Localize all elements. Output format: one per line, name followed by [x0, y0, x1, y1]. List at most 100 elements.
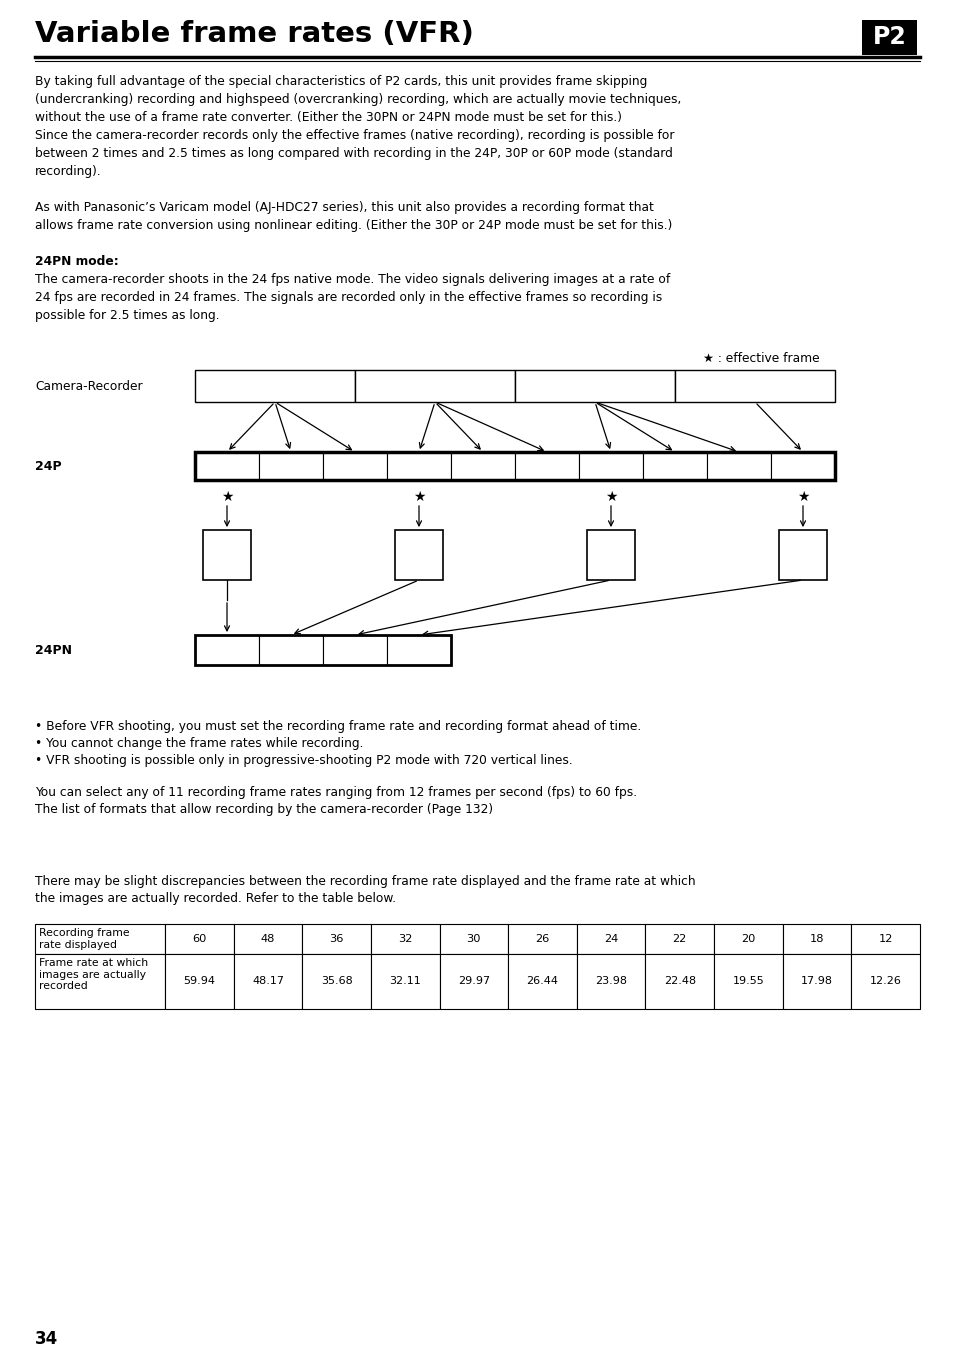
- Bar: [323, 635, 387, 665]
- Bar: [645, 955, 714, 1009]
- Bar: [781, 923, 850, 955]
- Text: 30: 30: [466, 934, 480, 944]
- Bar: [387, 452, 451, 481]
- Bar: [439, 955, 508, 1009]
- Text: 24: 24: [603, 934, 618, 944]
- Text: Camera-Recorder: Camera-Recorder: [35, 379, 143, 393]
- Bar: [258, 635, 323, 665]
- Text: 60: 60: [192, 934, 206, 944]
- Text: Recording frame
rate displayed: Recording frame rate displayed: [39, 927, 130, 949]
- Bar: [302, 955, 371, 1009]
- Bar: [781, 955, 850, 1009]
- Text: ★: ★: [413, 490, 425, 504]
- Text: 36: 36: [329, 934, 343, 944]
- Bar: [586, 529, 635, 580]
- Text: 12: 12: [878, 934, 892, 944]
- Text: 35.68: 35.68: [320, 976, 352, 987]
- Text: 19.55: 19.55: [732, 976, 763, 987]
- Bar: [233, 923, 302, 955]
- Text: without the use of a frame rate converter. (Either the 30PN or 24PN mode must be: without the use of a frame rate converte…: [35, 111, 621, 125]
- Text: ★ : effective frame: ★ : effective frame: [702, 352, 820, 366]
- Text: 24PN mode:: 24PN mode:: [35, 255, 118, 268]
- Text: 24PN: 24PN: [35, 643, 71, 657]
- Bar: [258, 452, 323, 481]
- Text: 12.26: 12.26: [869, 976, 901, 987]
- Bar: [35, 923, 165, 955]
- Bar: [439, 923, 508, 955]
- Text: ★: ★: [604, 490, 617, 504]
- Text: • You cannot change the frame rates while recording.: • You cannot change the frame rates whil…: [35, 737, 363, 750]
- Text: 20: 20: [740, 934, 755, 944]
- Text: 22.48: 22.48: [663, 976, 695, 987]
- Bar: [515, 452, 578, 481]
- Text: 32.11: 32.11: [389, 976, 420, 987]
- Bar: [714, 955, 781, 1009]
- Text: 26.44: 26.44: [526, 976, 558, 987]
- Text: ★: ★: [220, 490, 233, 504]
- Bar: [395, 529, 442, 580]
- Bar: [862, 20, 916, 56]
- Bar: [165, 955, 233, 1009]
- Text: 24 fps are recorded in 24 frames. The signals are recorded only in the effective: 24 fps are recorded in 24 frames. The si…: [35, 291, 661, 305]
- Bar: [706, 452, 770, 481]
- Text: between 2 times and 2.5 times as long compared with recording in the 24P, 30P or: between 2 times and 2.5 times as long co…: [35, 148, 672, 160]
- Text: allows frame rate conversion using nonlinear editing. (Either the 30P or 24P mod: allows frame rate conversion using nonli…: [35, 219, 672, 232]
- Bar: [194, 452, 834, 481]
- Bar: [779, 529, 826, 580]
- Text: 18: 18: [809, 934, 823, 944]
- Text: possible for 2.5 times as long.: possible for 2.5 times as long.: [35, 309, 219, 322]
- Text: P2: P2: [872, 26, 905, 50]
- Bar: [770, 452, 834, 481]
- Bar: [508, 923, 577, 955]
- Bar: [850, 955, 919, 1009]
- Bar: [645, 923, 714, 955]
- Text: (undercranking) recording and highspeed (overcranking) recording, which are actu: (undercranking) recording and highspeed …: [35, 93, 680, 106]
- Bar: [194, 635, 258, 665]
- Text: The list of formats that allow recording by the camera-recorder (Page 132): The list of formats that allow recording…: [35, 803, 493, 816]
- Text: The camera-recorder shoots in the 24 fps native mode. The video signals deliveri: The camera-recorder shoots in the 24 fps…: [35, 274, 670, 286]
- Bar: [642, 452, 706, 481]
- Bar: [371, 923, 439, 955]
- Bar: [194, 452, 258, 481]
- Text: • Before VFR shooting, you must set the recording frame rate and recording forma: • Before VFR shooting, you must set the …: [35, 720, 640, 733]
- Bar: [194, 635, 451, 665]
- Text: There may be slight discrepancies between the recording frame rate displayed and: There may be slight discrepancies betwee…: [35, 875, 695, 888]
- Bar: [203, 529, 251, 580]
- Bar: [508, 955, 577, 1009]
- Text: 26: 26: [535, 934, 549, 944]
- Text: recording).: recording).: [35, 165, 102, 177]
- Bar: [451, 452, 515, 481]
- Bar: [355, 370, 515, 402]
- Text: 22: 22: [672, 934, 686, 944]
- Text: By taking full advantage of the special characteristics of P2 cards, this unit p: By taking full advantage of the special …: [35, 74, 647, 88]
- Bar: [194, 370, 355, 402]
- Bar: [371, 955, 439, 1009]
- Bar: [233, 955, 302, 1009]
- Text: Frame rate at which
images are actually
recorded: Frame rate at which images are actually …: [39, 959, 148, 991]
- Bar: [165, 923, 233, 955]
- Bar: [577, 955, 645, 1009]
- Bar: [515, 370, 675, 402]
- Text: You can select any of 11 recording frame rates ranging from 12 frames per second: You can select any of 11 recording frame…: [35, 787, 637, 799]
- Bar: [387, 635, 451, 665]
- Bar: [850, 923, 919, 955]
- Bar: [323, 452, 387, 481]
- Text: 34: 34: [35, 1330, 58, 1349]
- Text: Since the camera-recorder records only the effective frames (native recording), : Since the camera-recorder records only t…: [35, 129, 674, 142]
- Bar: [578, 452, 642, 481]
- Text: • VFR shooting is possible only in progressive-shooting P2 mode with 720 vertica: • VFR shooting is possible only in progr…: [35, 754, 572, 766]
- Text: 29.97: 29.97: [457, 976, 490, 987]
- Text: 59.94: 59.94: [183, 976, 215, 987]
- Text: 32: 32: [397, 934, 412, 944]
- Bar: [302, 923, 371, 955]
- Text: 23.98: 23.98: [595, 976, 626, 987]
- Text: 48: 48: [260, 934, 274, 944]
- Bar: [35, 955, 165, 1009]
- Text: As with Panasonic’s Varicam model (AJ-HDC27 series), this unit also provides a r: As with Panasonic’s Varicam model (AJ-HD…: [35, 200, 653, 214]
- Bar: [675, 370, 834, 402]
- Bar: [577, 923, 645, 955]
- Text: 48.17: 48.17: [252, 976, 284, 987]
- Text: 17.98: 17.98: [801, 976, 832, 987]
- Text: ★: ★: [796, 490, 808, 504]
- Text: Variable frame rates (VFR): Variable frame rates (VFR): [35, 20, 474, 47]
